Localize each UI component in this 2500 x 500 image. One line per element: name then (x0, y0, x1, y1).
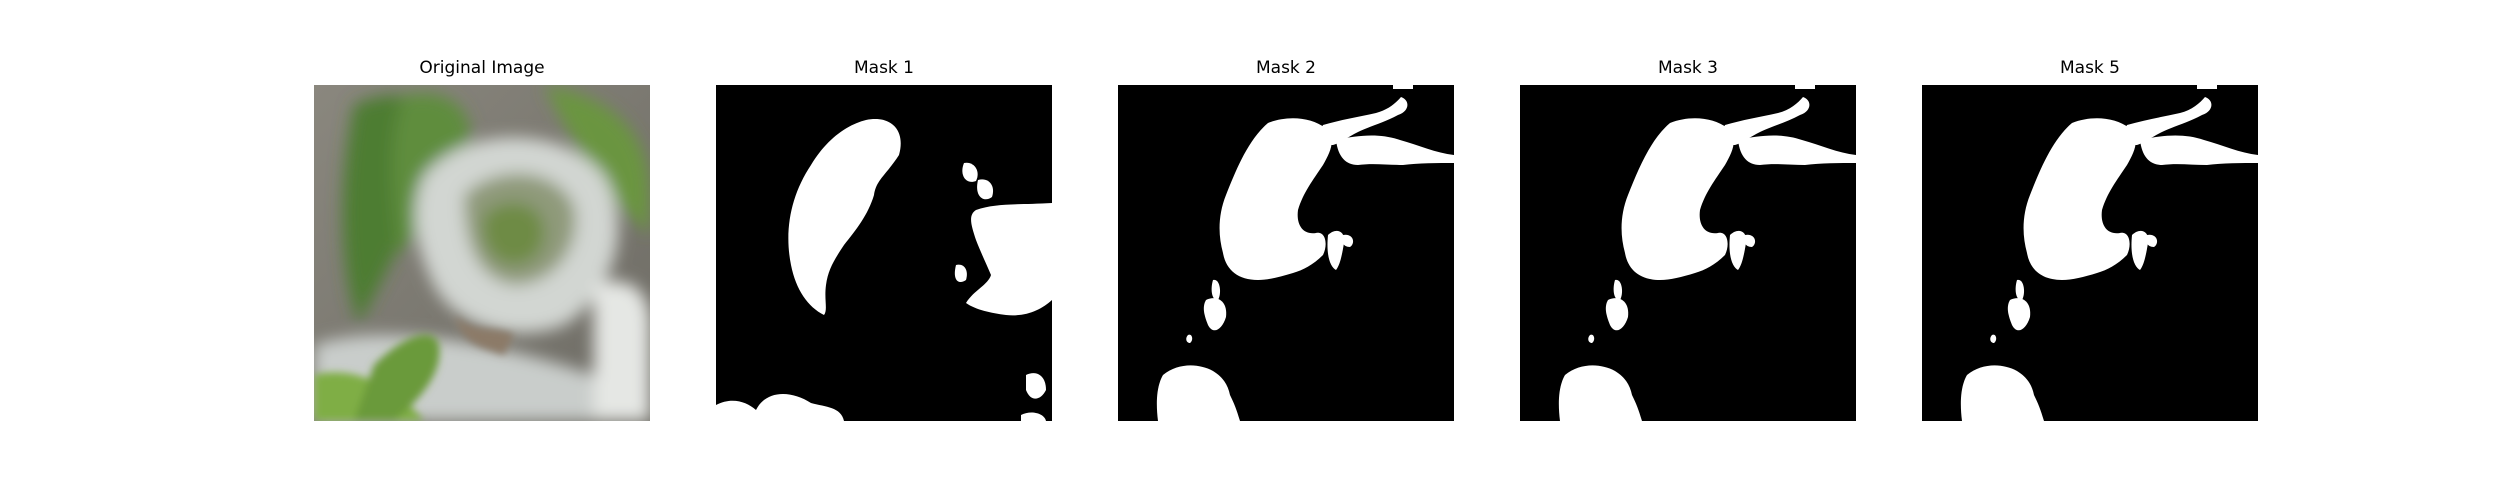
mask-3 (1520, 85, 1856, 421)
original-image-photo (314, 85, 650, 421)
mask-2 (1118, 85, 1454, 421)
panel-title-original-image: Original Image (419, 58, 545, 78)
mask-2-image (1118, 85, 1454, 421)
mask-1-image (716, 85, 1052, 421)
mask-5-image (1922, 85, 2258, 421)
mask-3-image (1520, 85, 1856, 421)
panel-title-mask-3: Mask 3 (1657, 58, 1718, 78)
panel-title-mask-1: Mask 1 (853, 58, 914, 78)
mask-5 (1922, 85, 2258, 421)
mask-1 (716, 85, 1052, 421)
panel-title-mask-2: Mask 2 (1255, 58, 1316, 78)
panel-title-mask-5: Mask 5 (2059, 58, 2120, 78)
original-image (314, 85, 650, 421)
